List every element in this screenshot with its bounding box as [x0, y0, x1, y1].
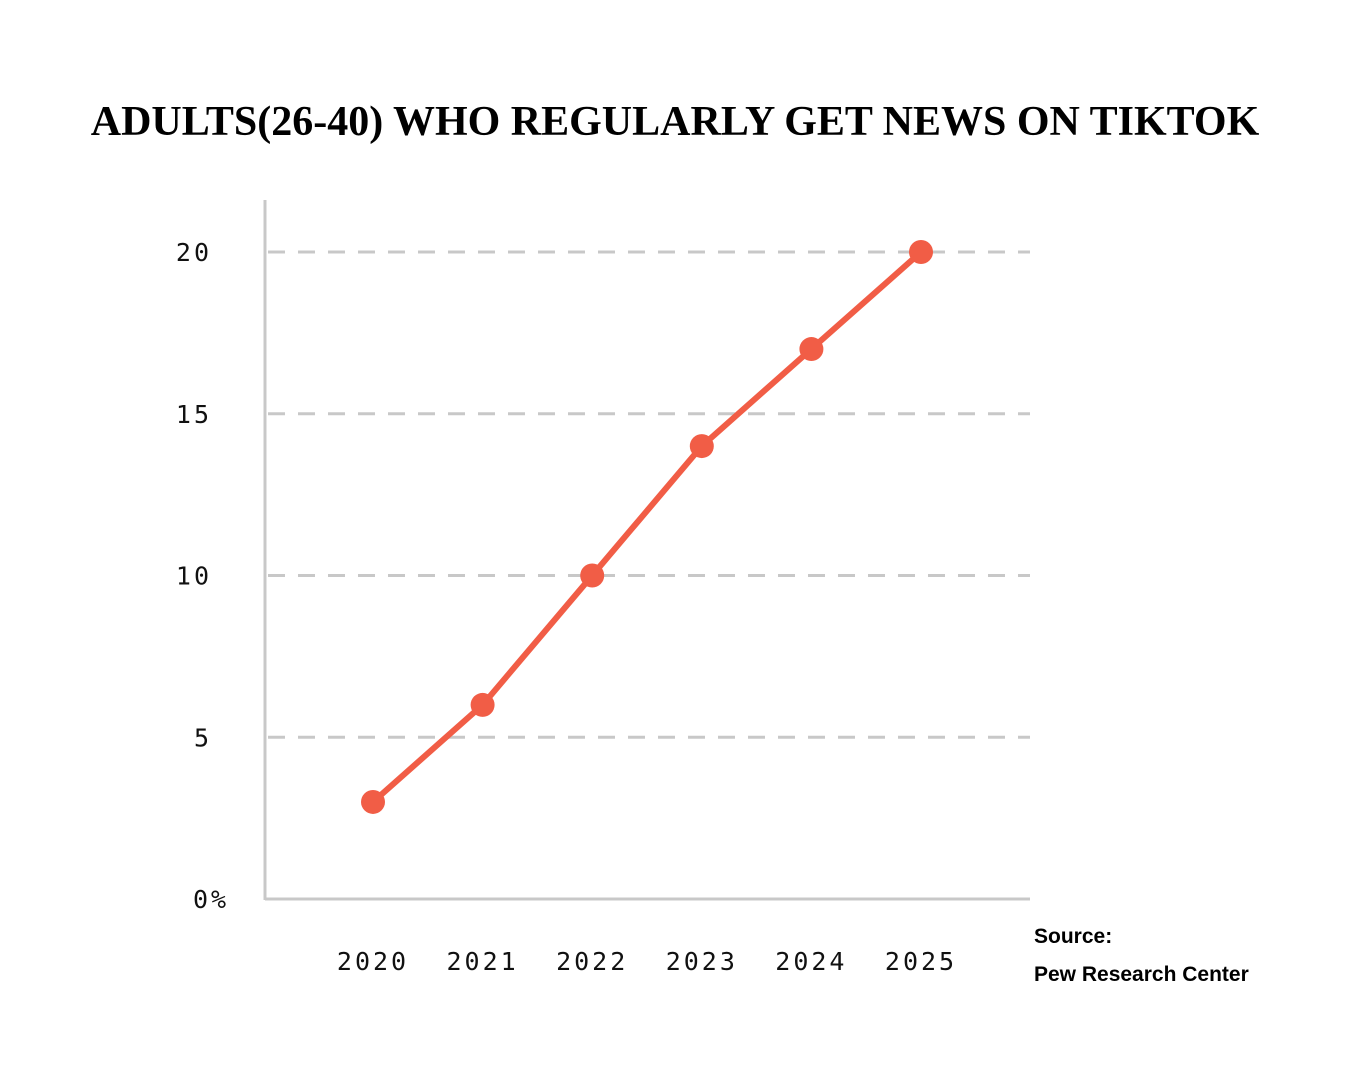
- axes: [263, 200, 1030, 901]
- grid-lines: [268, 250, 1030, 739]
- data-point-2020: [361, 789, 385, 814]
- source-name: Pew Research Center: [1034, 963, 1249, 986]
- x-tick-label-2023: 2023: [666, 947, 738, 976]
- y-tick-label-10: 10: [176, 562, 212, 591]
- series: [361, 240, 933, 814]
- y-tick-label-5: 5: [194, 723, 212, 752]
- y-tick-labels: 0% 5 10 15 20: [176, 238, 229, 914]
- data-point-2023: [689, 434, 714, 459]
- data-point-2021: [470, 692, 495, 717]
- chart-title: ADULTS(26-40) WHO REGULARLY GET NEWS ON …: [90, 99, 1260, 145]
- x-tick-label-2024: 2024: [775, 947, 847, 976]
- series-line-0: [370, 249, 924, 805]
- x-tick-label-2021: 2021: [446, 947, 518, 976]
- source-note: Source: Pew Research Center: [1034, 918, 1249, 994]
- x-tick-label-2022: 2022: [556, 947, 628, 976]
- x-tick-labels: 2020 2021 2022 2023 2024 2025: [337, 947, 957, 976]
- data-point-2024: [799, 337, 824, 362]
- y-tick-label-0: 0%: [193, 885, 229, 914]
- y-tick-label-20: 20: [176, 238, 212, 267]
- source-label: Source:: [1034, 925, 1113, 948]
- data-point-2025: [909, 240, 933, 264]
- x-tick-label-2020: 2020: [337, 947, 409, 976]
- data-point-2022: [580, 563, 605, 588]
- x-tick-label-2025: 2025: [885, 947, 957, 976]
- y-tick-label-15: 15: [176, 400, 212, 429]
